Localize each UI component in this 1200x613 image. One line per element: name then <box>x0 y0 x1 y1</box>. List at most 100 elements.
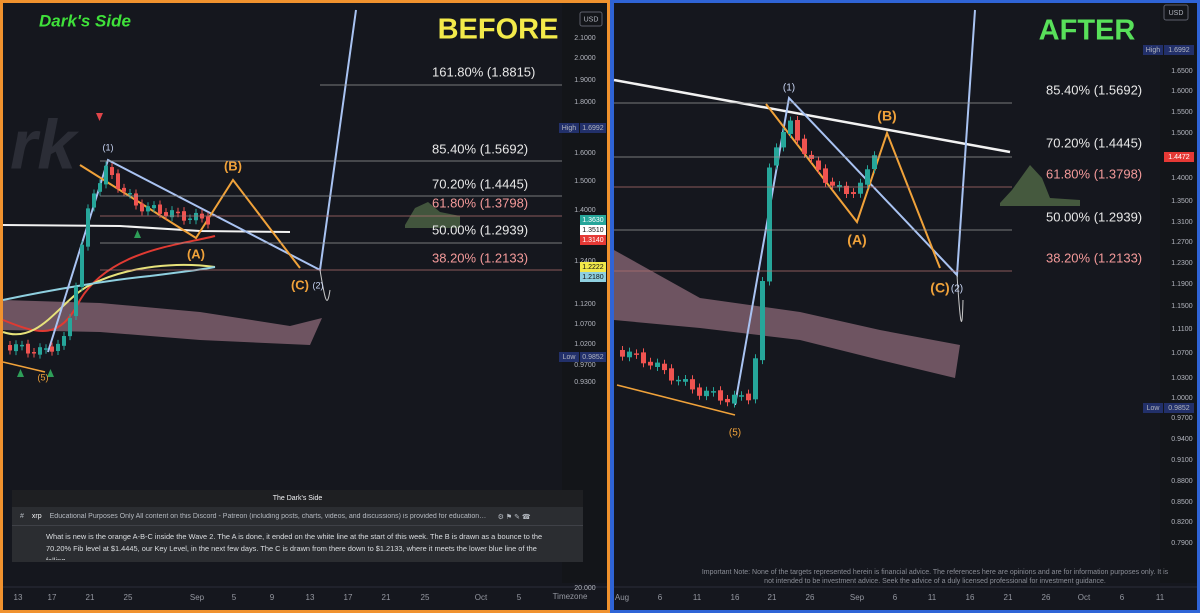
projection <box>956 274 964 323</box>
fib-label: 50.00% (1.2939) <box>432 222 528 237</box>
date-label: 17 <box>344 593 353 602</box>
after-price-axis <box>1160 3 1197 583</box>
candle-body <box>739 395 744 397</box>
price-label: 1.5500 <box>1171 109 1193 116</box>
price-label: 2.0000 <box>574 55 596 62</box>
projection <box>319 269 331 301</box>
price-label: 1.0700 <box>574 321 596 328</box>
wave-label: (5) <box>38 372 49 382</box>
price-label: 1.4000 <box>1171 175 1193 182</box>
high-tag <box>1143 45 1163 55</box>
candle-body <box>158 204 162 214</box>
price-label: 0.9700 <box>574 362 596 369</box>
white-line <box>613 78 1011 154</box>
date-label: Sep <box>850 593 865 602</box>
discord-overlay: The Dark's Side # xrp Educational Purpos… <box>12 490 583 562</box>
price-label: 1.0200 <box>574 341 596 348</box>
fib-label: 61.80% (1.3798) <box>1046 166 1142 181</box>
price-label: 1.1500 <box>1171 303 1193 310</box>
candle-body <box>662 363 667 371</box>
high-label: High <box>562 125 577 132</box>
low-tag <box>580 352 606 362</box>
candle-body <box>128 193 132 195</box>
price-label: 1.5000 <box>1171 130 1193 137</box>
price-badge <box>580 215 606 225</box>
cloud <box>614 250 960 378</box>
timezone[interactable]: Timezone <box>553 592 588 601</box>
candle-body <box>146 206 150 212</box>
candle-body <box>620 350 625 357</box>
volume-profile <box>405 202 460 228</box>
fib-label: 38.20% (1.2133) <box>1046 250 1142 265</box>
candle-body <box>704 390 709 397</box>
low-label: Low <box>1147 405 1161 412</box>
low-value: 0.9852 <box>1168 405 1190 412</box>
candle-body <box>110 167 114 175</box>
candles <box>620 116 877 408</box>
price-label: 1.0300 <box>1171 375 1193 382</box>
candles <box>8 161 210 359</box>
orange-base <box>2 361 46 373</box>
price-badge-label: 1.3140 <box>582 237 604 244</box>
price-label: 1.2400 <box>574 258 596 265</box>
date-label: 21 <box>1004 593 1013 602</box>
price-label: 1.3500 <box>1171 198 1193 205</box>
candle-body <box>164 212 168 217</box>
toolbar-icons[interactable]: ⚙ ⚑ ✎ ☎ <box>497 514 531 521</box>
candle-body <box>781 131 786 148</box>
high-tag <box>559 123 579 133</box>
high-value: 1.6992 <box>582 125 604 132</box>
candle-body <box>98 183 102 192</box>
candle-body <box>634 353 639 355</box>
wave-label: (B) <box>224 158 242 173</box>
date-label: 21 <box>86 593 95 602</box>
candle-body <box>837 185 842 188</box>
price-label: 0.8200 <box>1171 519 1193 526</box>
orange-base <box>616 384 736 416</box>
candle-body <box>830 181 835 186</box>
price-badge-label: 1.4472 <box>1168 154 1190 161</box>
price-label: 1.1100 <box>1172 326 1193 333</box>
wave-label: (1) <box>103 142 114 152</box>
fib-label: 50.00% (1.2939) <box>1046 209 1142 224</box>
date-label: 9 <box>270 593 275 602</box>
date-label: 11 <box>928 593 937 602</box>
price-label: 1.2300 <box>1171 260 1193 267</box>
orange-abc <box>765 103 941 269</box>
marker-down <box>96 113 103 121</box>
candle-body <box>690 379 695 390</box>
wave-label: (1) <box>783 83 795 94</box>
price-label: 0.8500 <box>1171 499 1193 506</box>
candle-body <box>760 281 765 361</box>
candle-body <box>823 168 828 183</box>
candle-body <box>26 343 30 354</box>
candle-body <box>858 182 863 194</box>
yellow-ma <box>2 263 216 336</box>
date-label: 6 <box>658 593 663 602</box>
candle-body <box>683 379 688 382</box>
currency: USD <box>1169 10 1184 17</box>
price-badge-label: 1.2222 <box>582 264 604 271</box>
candle-body <box>753 358 758 400</box>
price-label: 1.4000 <box>574 207 596 214</box>
candle-body <box>746 393 751 401</box>
date-label: 6 <box>893 593 898 602</box>
discord-channel[interactable]: xrp <box>31 513 42 520</box>
high-tag <box>1164 45 1194 55</box>
price-label: 1.1200 <box>574 301 596 308</box>
discord-server: The Dark's Side <box>12 490 583 507</box>
price-label: 1.2700 <box>1171 239 1193 246</box>
date-label: 25 <box>421 593 430 602</box>
date-label: 6 <box>1120 593 1125 602</box>
fib-label: 85.40% (1.5692) <box>1046 82 1142 97</box>
price-badge <box>580 272 606 282</box>
candle-body <box>44 348 48 350</box>
price-label: 1.1900 <box>1171 281 1193 288</box>
candle-body <box>80 244 84 287</box>
candle-body <box>641 352 646 364</box>
wave-label: (2) <box>313 280 324 290</box>
wave-label: (C) <box>291 277 309 292</box>
before-title: BEFORE <box>438 14 559 46</box>
price-label: 1.3100 <box>1171 219 1193 226</box>
